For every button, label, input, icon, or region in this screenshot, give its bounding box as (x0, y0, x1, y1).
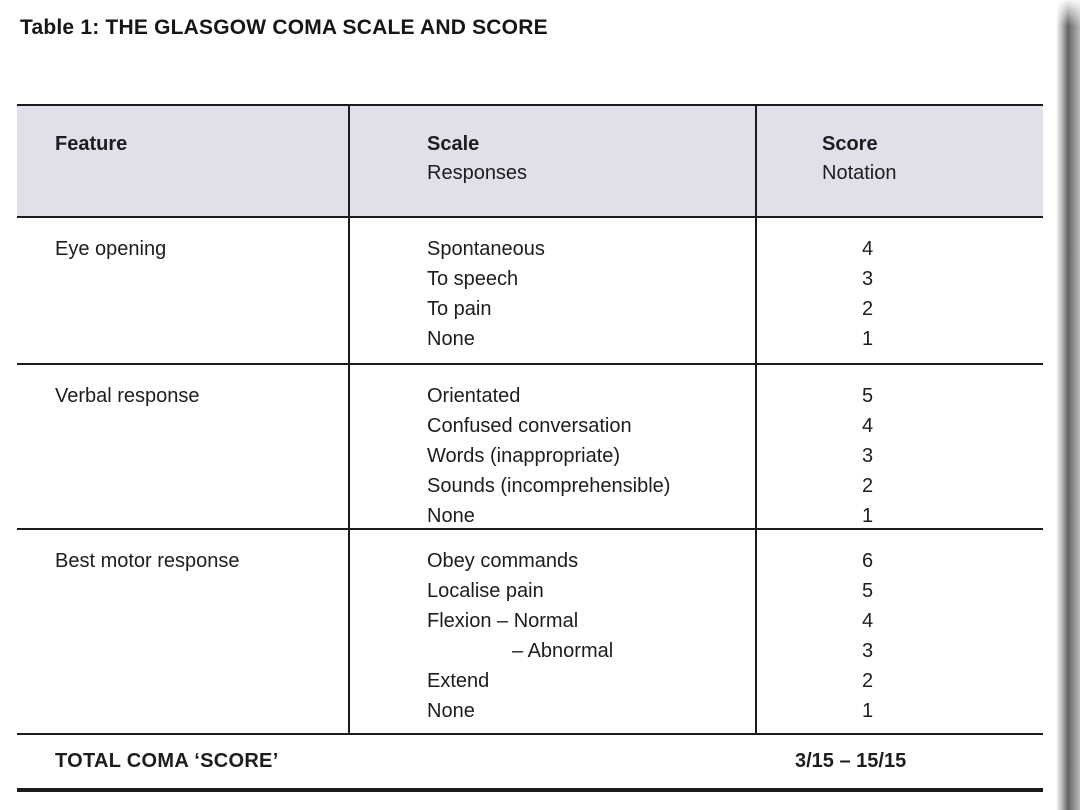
scale-item: Extend (427, 670, 490, 692)
score-value: 2 (862, 670, 874, 692)
total-value: 3/15 – 15/15 (795, 750, 907, 772)
scale-item: Localise pain (427, 580, 544, 602)
section-best-motor-response: Best motor response Obey commands Locali… (17, 528, 1043, 735)
header-score-label: Score (822, 133, 878, 155)
header-scale-label: Scale (427, 133, 480, 155)
total-label: TOTAL COMA ‘SCORE’ (55, 750, 279, 772)
feature-label: Best motor response (55, 550, 240, 572)
scale-item: Sounds (incomprehensible) (427, 475, 671, 497)
table-header-row: Feature Scale Responses Score Notation (17, 104, 1043, 218)
scale-item: Confused conversation (427, 415, 632, 437)
score-value: 5 (862, 385, 874, 407)
scale-item: To pain (427, 298, 492, 320)
section-verbal-response: Verbal response Orientated Confused conv… (17, 363, 1043, 540)
score-value: 3 (862, 640, 874, 662)
scale-item: Orientated (427, 385, 521, 407)
glasgow-coma-scale-table: Feature Scale Responses Score Notation E… (17, 104, 1043, 792)
page-title: Table 1: THE GLASGOW COMA SCALE AND SCOR… (20, 16, 548, 39)
page-edge-shadow-fade (1056, 0, 1080, 26)
header-score-cell: Score Notation (755, 106, 1043, 216)
score-value: 2 (862, 475, 874, 497)
score-cell: 6 5 4 3 2 1 (755, 530, 1043, 735)
score-value: 3 (862, 268, 874, 290)
score-value: 2 (862, 298, 874, 320)
score-value: 4 (862, 610, 874, 632)
header-scale-cell: Scale Responses (348, 106, 755, 216)
score-value: 1 (862, 328, 874, 350)
score-value: 4 (862, 238, 874, 260)
score-value: 1 (862, 700, 874, 722)
scale-item: To speech (427, 268, 519, 290)
total-row: TOTAL COMA ‘SCORE’ 3/15 – 15/15 (17, 733, 1043, 792)
score-cell: 5 4 3 2 1 (755, 365, 1043, 540)
scale-cell: Orientated Confused conversation Words (… (348, 365, 755, 540)
scale-cell: Obey commands Localise pain Flexion – No… (348, 530, 755, 735)
scale-item: – Abnormal (512, 640, 614, 662)
score-value: 6 (862, 550, 874, 572)
header-feature-label: Feature (55, 133, 128, 155)
scale-item: Words (inappropriate) (427, 445, 621, 467)
score-value: 5 (862, 580, 874, 602)
header-scale-sublabel: Responses (427, 162, 528, 184)
score-value: 1 (862, 505, 874, 527)
header-feature-cell: Feature (17, 106, 348, 216)
score-cell: 4 3 2 1 (755, 218, 1043, 363)
feature-label: Eye opening (55, 238, 167, 260)
scale-item: None (427, 328, 475, 350)
header-score-sublabel: Notation (822, 162, 897, 184)
scale-item: Spontaneous (427, 238, 545, 260)
scale-item: None (427, 505, 475, 527)
scale-item: Obey commands (427, 550, 579, 572)
scale-item: Flexion – Normal (427, 610, 579, 632)
score-value: 4 (862, 415, 874, 437)
feature-label: Verbal response (55, 385, 200, 407)
score-value: 3 (862, 445, 874, 467)
scale-cell: Spontaneous To speech To pain None (348, 218, 755, 363)
page-edge-shadow (1056, 0, 1080, 810)
section-eye-opening: Eye opening Spontaneous To speech To pai… (17, 218, 1043, 363)
scale-item: None (427, 700, 475, 722)
